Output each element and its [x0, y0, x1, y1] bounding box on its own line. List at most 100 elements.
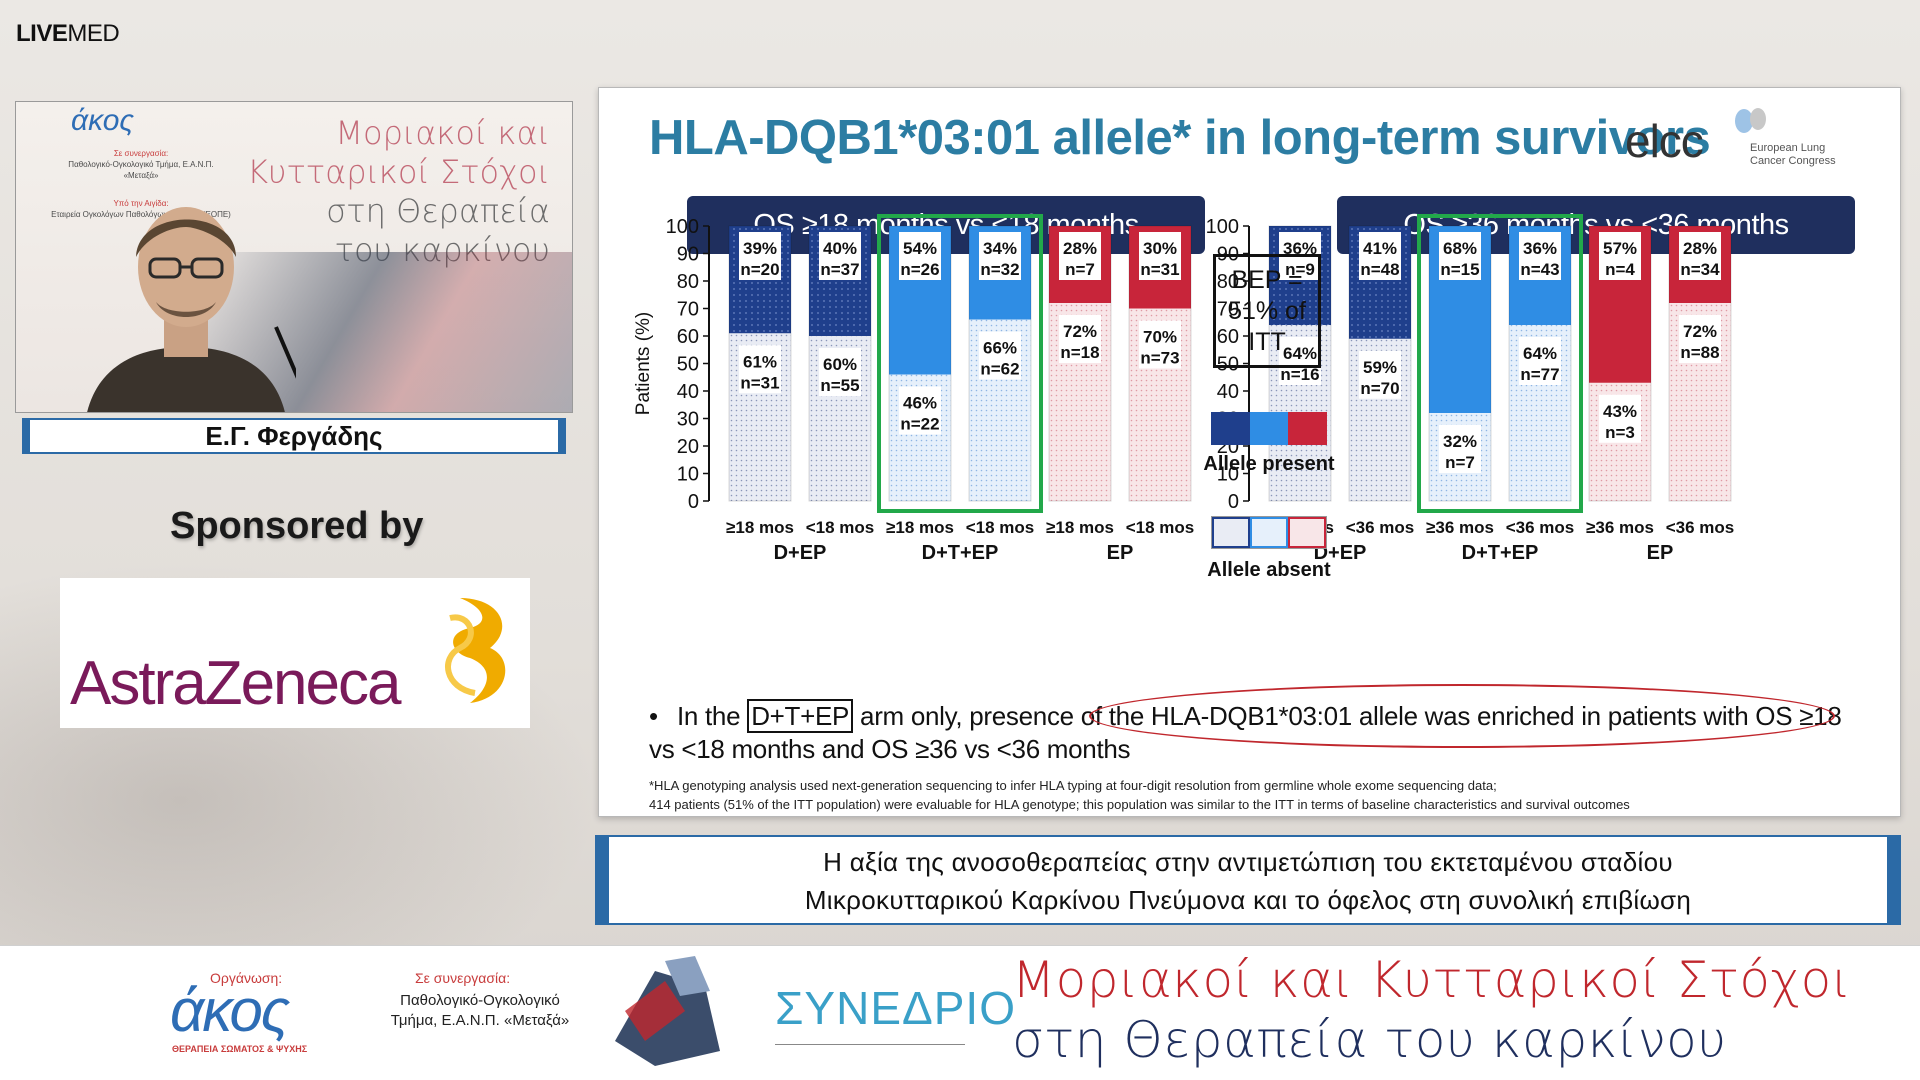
banner-congress-word: ΣΥΝΕΔΡΙΟ: [775, 982, 1016, 1034]
group-label: D+T+EP: [922, 542, 999, 564]
presentation-slide: HLA-DQB1*03:01 allele* in long-term surv…: [598, 87, 1901, 817]
banner-title-line1: Μοριακοί και Κυτταρικοί Στόχοι: [1012, 951, 1852, 1009]
y-tick-label-1: 70: [1217, 299, 1239, 321]
x-tick-label: ≥36 mos: [1586, 518, 1654, 537]
sponsored-label: Sponsored by: [170, 505, 424, 547]
bar-outline: [1508, 225, 1572, 502]
bar-present-n: n=20: [740, 260, 779, 279]
bar-outline: [1268, 225, 1332, 502]
bar-present-n: n=7: [1065, 260, 1095, 279]
bar-present-n: n=26: [900, 260, 939, 279]
bar-absent-pct: 70%: [1143, 328, 1177, 347]
y-axis-label: Patients (%): [633, 312, 654, 415]
bar-outline: [1048, 225, 1112, 502]
bar-absent-n: n=7: [1445, 453, 1475, 472]
x-tick-label: ≥18 mos: [1046, 518, 1114, 537]
x-tick-label: <18 mos: [806, 518, 875, 537]
elcc-lung-icon: [1735, 108, 1766, 133]
x-tick-label: ≥18 mos: [886, 518, 954, 537]
y-tick-label-1: 80: [1217, 271, 1239, 293]
elcc-logo: elcc European Lung Cancer Congress: [1625, 106, 1845, 167]
bar-absent-label-bg: [1359, 350, 1401, 399]
banner-coop-text: Παθολογικό-Ογκολογικό Τμήμα, Ε.Α.Ν.Π. «Μ…: [390, 992, 570, 1029]
x-tick-label: ≥18 mos: [726, 518, 794, 537]
x-tick-label: ≥36 mos: [1426, 518, 1494, 537]
legend-present-label: Allele present: [1203, 453, 1335, 475]
highlight-box-1: [1417, 214, 1583, 513]
bar-present-label-bg: [979, 232, 1021, 280]
legend-absent-swatch: [1211, 516, 1327, 549]
talk-caption: Η αξία της ανοσοθεραπείας στην αντιμετώπ…: [595, 835, 1901, 925]
group-label: D+T+EP: [1462, 542, 1539, 564]
backdrop-aikos-logo: άκος: [71, 104, 135, 137]
bar-outline: [1588, 225, 1652, 502]
highlight-oval: [1089, 684, 1835, 748]
bar-absent-label-bg: [1279, 337, 1321, 385]
bar-absent-pct: 64%: [1283, 344, 1317, 363]
y-tick-label-1: 100: [1206, 216, 1239, 238]
bar-absent-n: n=88: [1680, 343, 1719, 362]
bar-absent-label-bg: [1059, 315, 1101, 363]
y-tick-label-0: 30: [677, 409, 699, 431]
bar-absent-label-bg: [979, 331, 1021, 380]
bar-absent-n: n=73: [1140, 349, 1179, 368]
y-tick-label-0: 50: [677, 354, 699, 376]
bar-absent-n: n=18: [1060, 343, 1099, 362]
group-label: EP: [1647, 542, 1674, 564]
bar-present-label-bg: [899, 232, 941, 280]
bar-outline: [888, 225, 952, 502]
y-tick-label-0: 10: [677, 464, 699, 486]
banner-aikos-logo: άκος: [170, 977, 290, 1044]
group-label: D+EP: [774, 542, 827, 564]
bar-outline: [728, 225, 792, 502]
bar-present-pct: 34%: [983, 239, 1017, 258]
bar-absent-pct: 60%: [823, 355, 857, 374]
bar-absent-label-bg: [1599, 394, 1641, 443]
bar-absent-pct: 72%: [1063, 322, 1097, 341]
banner-divider: [775, 1044, 965, 1045]
bar-absent-pct: 61%: [743, 352, 777, 371]
bar-absent-n: n=31: [740, 373, 779, 392]
bar-present-pct: 30%: [1143, 239, 1177, 258]
bar-present-pct: 36%: [1283, 239, 1317, 258]
x-tick-label: <36 mos: [1346, 518, 1415, 537]
y-tick-label-0: 90: [677, 244, 699, 266]
bar-present-label-bg: [1359, 232, 1401, 280]
bar-absent-n: n=62: [980, 360, 1019, 379]
bar-present-n: n=34: [1680, 260, 1720, 279]
bar-absent-label-bg: [819, 348, 861, 396]
speaker-name-bar: Ε.Γ. Φεργάδης: [22, 418, 566, 454]
bar-present-pct: 28%: [1063, 239, 1097, 258]
y-tick-label-0: 70: [677, 299, 699, 321]
bullet-boxed-arm: D+T+EP: [747, 699, 854, 733]
elcc-subtitle: European Lung Cancer Congress: [1750, 142, 1836, 167]
highlight-box-0: [877, 214, 1043, 513]
bar-absent-n: n=55: [820, 376, 859, 395]
legend-present-swatch: [1211, 412, 1328, 445]
bar-outline: [808, 225, 872, 502]
bar-absent-label-bg: [899, 386, 941, 435]
bar-present-n: n=48: [1360, 260, 1399, 279]
y-tick-label-1: 10: [1217, 464, 1239, 486]
x-tick-label: <18 mos: [966, 518, 1035, 537]
bar-present-pct: 68%: [1443, 239, 1477, 258]
bar-absent-pct: 64%: [1523, 344, 1557, 363]
y-tick-label-0: 40: [677, 381, 699, 403]
bar-absent-pct: 32%: [1443, 432, 1477, 451]
banner-coop-label: Σε συνεργασία:: [415, 970, 511, 986]
x-tick-label: <36 mos: [1666, 518, 1735, 537]
bar-absent-n: n=22: [900, 415, 939, 434]
slide-footnote: *HLA genotyping analysis used next-gener…: [649, 778, 1630, 812]
bar-present-n: n=31: [1140, 260, 1179, 279]
bar-outline: [1428, 225, 1492, 502]
y-tick-label-0: 80: [677, 271, 699, 293]
bar-absent-pct: 72%: [1683, 322, 1717, 341]
bar-present-n: n=15: [1440, 260, 1479, 279]
x-tick-label: <18 mos: [1126, 518, 1195, 537]
bar-present-label-bg: [1139, 232, 1181, 280]
bar-present-pct: 57%: [1603, 239, 1637, 258]
bar-present-label-bg: [1599, 232, 1641, 280]
y-tick-label-0: 0: [688, 491, 699, 513]
speaker-video: άκος Σε συνεργασία: Παθολογικό-Ογκολογικ…: [15, 101, 573, 413]
bar-present-label-bg: [739, 232, 781, 280]
